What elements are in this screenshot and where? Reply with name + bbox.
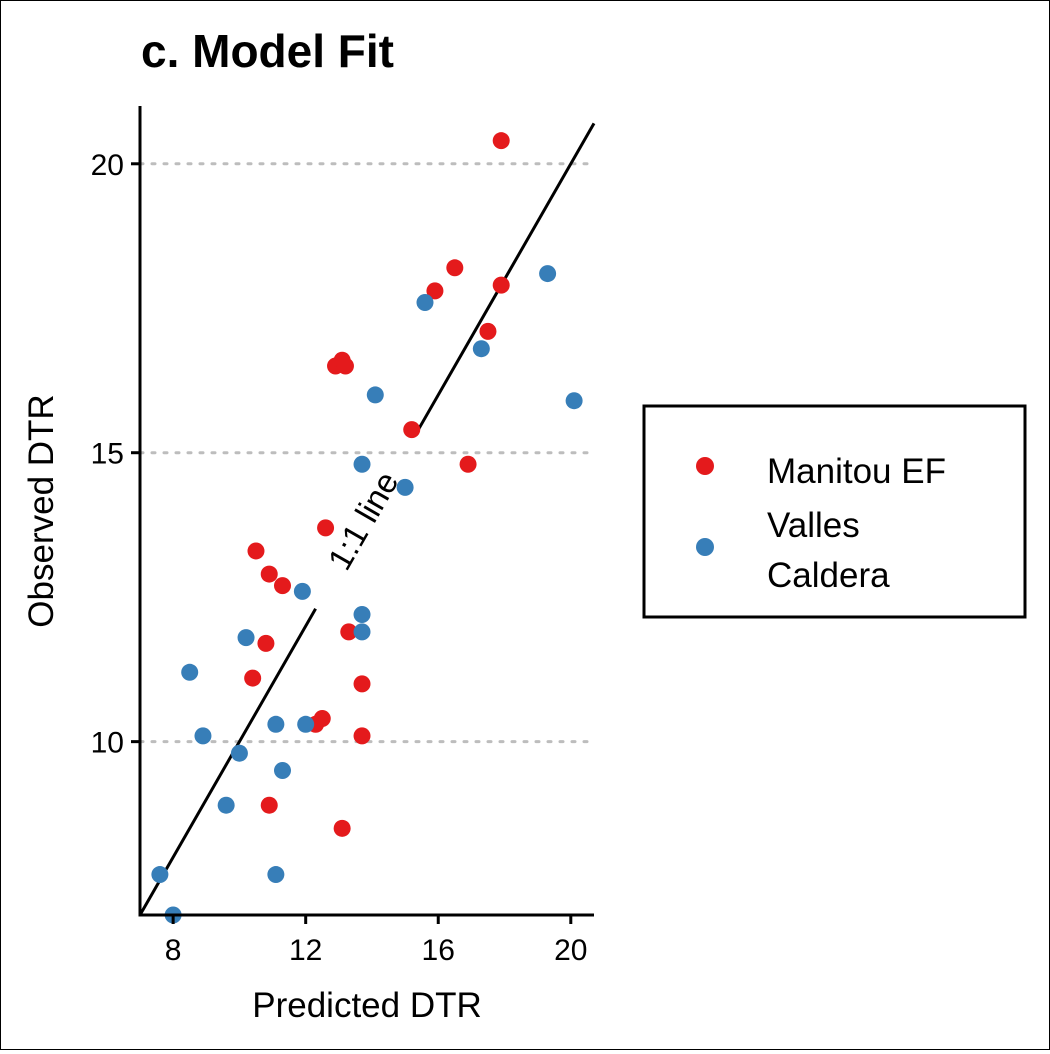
legend-label: Caldera bbox=[767, 556, 890, 595]
data-point-valles-caldera bbox=[353, 623, 371, 641]
legend-box bbox=[642, 404, 1027, 619]
data-point-valles-caldera bbox=[273, 762, 291, 780]
data-point-valles-caldera bbox=[396, 478, 414, 496]
data-point-valles-caldera bbox=[353, 606, 371, 624]
data-point-valles-caldera bbox=[472, 340, 490, 358]
legend: Manitou EF Valles Caldera bbox=[642, 404, 1027, 619]
data-point-valles-caldera bbox=[353, 455, 371, 473]
data-points bbox=[151, 132, 583, 924]
x-axis-label: Predicted DTR bbox=[252, 986, 482, 1025]
data-point-valles-caldera bbox=[297, 715, 315, 733]
x-tick-label: 8 bbox=[165, 934, 182, 967]
data-point-valles-caldera bbox=[416, 293, 434, 311]
data-point-manitou-ef bbox=[353, 675, 371, 693]
data-point-manitou-ef bbox=[340, 623, 358, 641]
data-point-manitou-ef bbox=[244, 669, 262, 687]
data-point-valles-caldera bbox=[539, 265, 557, 283]
x-tick-label: 20 bbox=[554, 934, 587, 967]
data-point-valles-caldera bbox=[293, 582, 311, 600]
y-tick-label: 15 bbox=[91, 438, 124, 471]
data-point-manitou-ef bbox=[273, 577, 291, 595]
data-point-manitou-ef bbox=[403, 421, 421, 439]
x-tick-label: 16 bbox=[422, 934, 455, 967]
reference-line bbox=[138, 608, 317, 916]
legend-marker bbox=[696, 457, 714, 475]
chart-title: c. Model Fit bbox=[141, 25, 394, 77]
data-point-manitou-ef bbox=[257, 634, 275, 652]
data-point-valles-caldera bbox=[366, 386, 384, 404]
data-point-valles-caldera bbox=[267, 715, 285, 733]
reference-line-label: 1:1 line bbox=[320, 465, 405, 576]
data-point-manitou-ef bbox=[317, 519, 335, 537]
x-tick-label: 12 bbox=[289, 934, 322, 967]
data-point-manitou-ef bbox=[336, 357, 354, 375]
y-tick-label: 20 bbox=[91, 149, 124, 182]
data-point-manitou-ef bbox=[492, 276, 510, 294]
data-point-valles-caldera bbox=[267, 866, 285, 884]
data-point-manitou-ef bbox=[479, 322, 497, 340]
data-point-manitou-ef bbox=[260, 796, 278, 814]
axes: 8 12 16 20 10 15 20 bbox=[91, 106, 594, 967]
data-point-valles-caldera bbox=[565, 392, 583, 410]
legend-label: Manitou EF bbox=[767, 452, 946, 491]
data-point-valles-caldera bbox=[237, 629, 255, 647]
data-point-valles-caldera bbox=[194, 727, 212, 745]
data-point-manitou-ef bbox=[426, 282, 444, 300]
legend-label: Valles bbox=[767, 506, 860, 545]
data-point-manitou-ef bbox=[333, 819, 351, 837]
data-point-manitou-ef bbox=[353, 727, 371, 745]
data-point-valles-caldera bbox=[217, 796, 235, 814]
y-tick-label: 10 bbox=[91, 727, 124, 760]
data-point-valles-caldera bbox=[151, 866, 169, 884]
data-point-manitou-ef bbox=[459, 455, 477, 473]
data-point-valles-caldera bbox=[181, 663, 199, 681]
data-point-valles-caldera bbox=[230, 744, 248, 762]
data-point-manitou-ef bbox=[260, 565, 278, 583]
data-point-manitou-ef bbox=[492, 132, 510, 150]
data-point-manitou-ef bbox=[446, 259, 464, 277]
reference-line-group: 1:1 line bbox=[138, 122, 596, 916]
data-point-manitou-ef bbox=[247, 542, 265, 560]
legend-marker bbox=[696, 538, 714, 556]
y-axis-label: Observed DTR bbox=[22, 394, 61, 627]
grid-lines bbox=[138, 162, 596, 744]
